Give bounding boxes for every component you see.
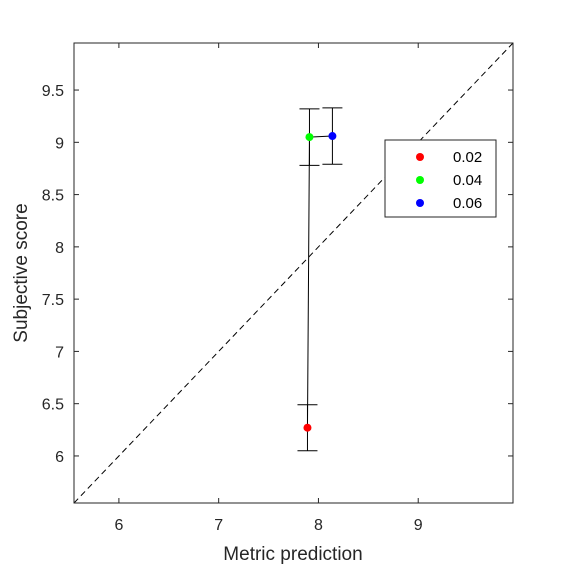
data-point [305,133,314,142]
y-tick-label: 7 [55,344,64,361]
legend-marker [416,153,424,161]
legend-label: 0.02 [453,149,482,166]
data-point [303,423,312,432]
x-tick-label: 9 [414,517,423,534]
plot-area [73,42,514,504]
axis-ticks: 6 7 8 9 6 6.5 7 7.5 8 8.5 9 9.5 [42,43,513,534]
data-point [328,132,337,141]
legend-label: 0.04 [453,172,482,189]
data-marks [297,107,343,452]
legend-marker [416,199,424,207]
y-axis-title: Subjective score [11,203,32,342]
plot-frame [73,42,514,504]
legend: 0.02 0.04 0.06 [384,139,497,218]
legend-label: 0.06 [453,195,482,212]
y-tick-label: 9.5 [42,83,64,100]
y-tick-label: 8.5 [42,188,64,205]
y-tick-label: 7.5 [42,292,64,309]
y-tick-label: 6.5 [42,397,64,414]
identity-line [74,43,513,503]
x-axis-title: Metric prediction [223,544,362,565]
x-tick-label: 6 [114,517,123,534]
y-tick-label: 8 [55,240,64,257]
legend-box [384,139,497,218]
x-tick-label: 8 [314,517,323,534]
legend-marker [416,176,424,184]
x-tick-label: 7 [214,517,223,534]
y-tick-label: 6 [55,449,64,466]
y-tick-label: 9 [55,135,64,152]
